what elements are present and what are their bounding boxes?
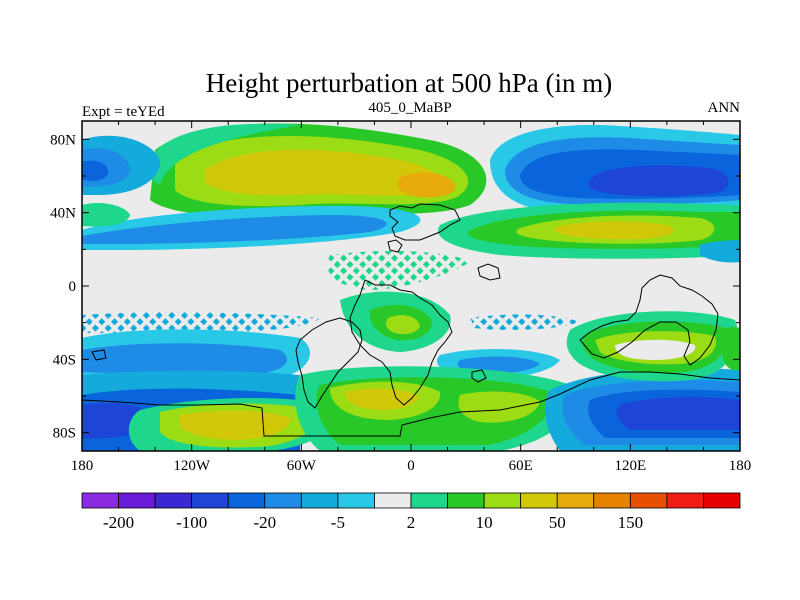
field-region xyxy=(327,250,470,290)
coastlines xyxy=(82,203,740,437)
field-region xyxy=(345,388,418,410)
colorbar-label: 150 xyxy=(618,513,644,532)
y-tick-label: 40N xyxy=(50,206,76,222)
field-region xyxy=(145,123,300,185)
colorbar-swatch xyxy=(118,492,156,509)
field-region xyxy=(700,240,740,263)
y-tick-label: 0 xyxy=(69,279,77,295)
colorbar-swatch xyxy=(447,492,485,509)
field-region xyxy=(82,312,320,334)
chart-title: Height perturbation at 500 hPa (in m) xyxy=(206,68,612,98)
field-region xyxy=(615,339,696,360)
colorbar-label: -5 xyxy=(331,513,345,532)
field-region xyxy=(616,397,740,430)
x-tick-label: 180 xyxy=(729,458,752,474)
colorbar-label: -200 xyxy=(103,513,134,532)
coastline-island xyxy=(91,349,107,361)
field-region xyxy=(82,203,130,227)
coastline-greenland xyxy=(387,239,403,253)
field-region xyxy=(82,215,387,244)
coastline-africa xyxy=(349,279,453,406)
colorbar-label: 50 xyxy=(549,513,566,532)
colorbar-swatch xyxy=(556,492,595,509)
field-region xyxy=(397,172,456,198)
field-region xyxy=(205,149,440,196)
colorbar-swatch xyxy=(593,492,631,509)
x-axis: 180 120W 60W 0 60E 120E 180 xyxy=(71,121,752,474)
colorbar-swatch xyxy=(520,492,558,509)
x-tick-label: 120W xyxy=(173,458,211,474)
colorbar-swatch xyxy=(81,492,119,509)
y-tick-label: 80S xyxy=(53,426,76,442)
colorbar-swatch xyxy=(374,492,412,509)
coastline-australia-asia xyxy=(579,274,719,366)
x-tick-label: 60W xyxy=(287,458,317,474)
colorbar-swatch xyxy=(227,492,266,509)
coastline-europe-asia xyxy=(389,203,461,241)
field-region xyxy=(458,391,540,423)
period-label: 405_0_MaBP xyxy=(368,100,451,116)
colorbar-swatch xyxy=(703,492,741,509)
colorbar-swatch xyxy=(300,492,339,509)
coastline-island xyxy=(471,369,487,383)
colorbar-swatch xyxy=(483,492,522,509)
x-tick-label: 0 xyxy=(407,458,415,474)
field-region xyxy=(588,165,729,197)
colorbar-swatch xyxy=(154,492,193,509)
field-region xyxy=(470,314,580,330)
y-tick-label: 40S xyxy=(53,352,76,368)
x-tick-label: 60E xyxy=(509,458,533,474)
coastline-south-america xyxy=(295,317,363,409)
season-label: ANN xyxy=(708,100,741,116)
colorbar-label: 2 xyxy=(407,513,416,532)
colorbar-label: 10 xyxy=(476,513,493,532)
colorbar-swatch xyxy=(410,492,448,509)
colorbar-label: -100 xyxy=(176,513,207,532)
colorbar-swatch xyxy=(629,492,668,509)
coastline-arabia xyxy=(477,263,501,281)
colorbar-swatch xyxy=(337,492,375,509)
y-axis: 80N 40N 0 40S 80S xyxy=(50,132,740,442)
y-tick-label: 80N xyxy=(50,132,76,148)
colorbar: -200 -100 -20 -5 2 10 50 150 xyxy=(81,492,741,532)
field-region xyxy=(554,221,674,240)
experiment-label: Expt = teYEd xyxy=(82,104,165,120)
plot-area xyxy=(82,121,740,451)
x-tick-label: 120E xyxy=(614,458,646,474)
colorbar-swatch xyxy=(666,492,704,509)
colorbar-label: -20 xyxy=(253,513,276,532)
colorbar-swatch xyxy=(191,492,229,509)
x-tick-label: 180 xyxy=(71,458,94,474)
colorbar-swatch xyxy=(264,492,302,509)
field-region xyxy=(82,160,108,181)
field-region xyxy=(82,343,287,375)
coastline-antarctica xyxy=(82,371,740,437)
field-region xyxy=(386,315,420,335)
